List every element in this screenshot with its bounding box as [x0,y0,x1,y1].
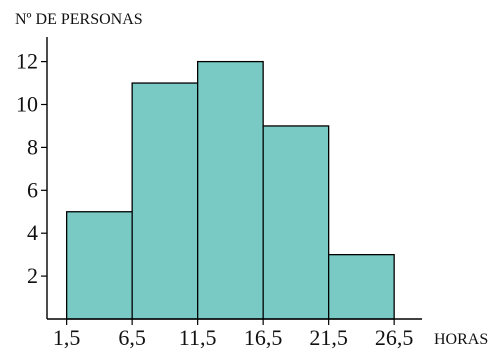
x-tick-label: 21,5 [309,325,348,350]
histogram-bar [327,253,395,320]
x-tick-label: 1,5 [53,325,81,350]
y-tick-label: 10 [16,92,38,117]
x-tick-label: 26,5 [375,325,414,350]
histogram-bar [131,82,199,320]
histogram-bar [196,60,264,320]
y-tick-label: 12 [16,49,38,74]
y-ticks-group: 2 4 6 8 10 12 [16,49,47,288]
bars-group [66,60,395,320]
y-tick-label: 4 [27,220,38,245]
y-tick-label: 6 [27,177,38,202]
x-axis-title: HORAS [434,331,488,348]
x-tick-label: 16,5 [244,325,283,350]
x-ticks-group: 1,5 6,5 11,5 16,5 21,5 26,5 [53,319,414,350]
y-axis-title: Nº DE PERSONAS [15,11,143,28]
histogram-bar [262,125,330,320]
histogram-bar [66,211,133,320]
y-tick-label: 2 [27,263,38,288]
y-tick-label: 8 [27,134,38,159]
x-tick-label: 11,5 [179,325,217,350]
x-tick-label: 6,5 [118,325,146,350]
